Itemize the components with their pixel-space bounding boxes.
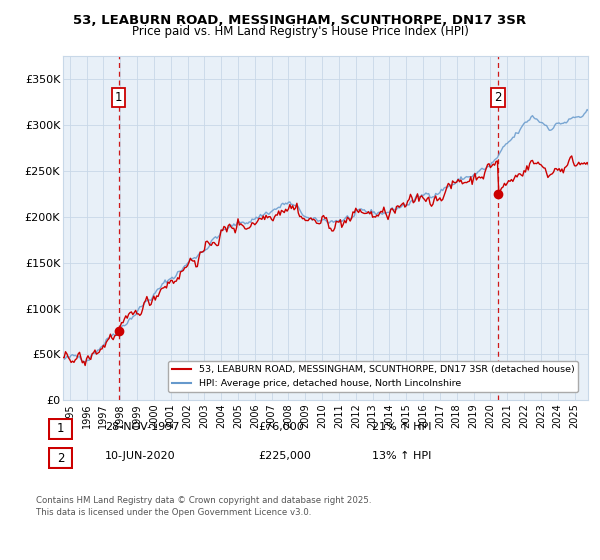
Text: 1: 1 <box>57 422 64 436</box>
Text: 53, LEABURN ROAD, MESSINGHAM, SCUNTHORPE, DN17 3SR: 53, LEABURN ROAD, MESSINGHAM, SCUNTHORPE… <box>73 14 527 27</box>
Text: 2: 2 <box>57 451 64 465</box>
Text: 13% ↑ HPI: 13% ↑ HPI <box>372 451 431 461</box>
Text: Contains HM Land Registry data © Crown copyright and database right 2025.: Contains HM Land Registry data © Crown c… <box>36 496 371 505</box>
Text: 28-NOV-1997: 28-NOV-1997 <box>105 422 179 432</box>
FancyBboxPatch shape <box>49 448 73 468</box>
Legend: 53, LEABURN ROAD, MESSINGHAM, SCUNTHORPE, DN17 3SR (detached house), HPI: Averag: 53, LEABURN ROAD, MESSINGHAM, SCUNTHORPE… <box>168 361 578 392</box>
Text: £76,000: £76,000 <box>258 422 304 432</box>
Text: 10-JUN-2020: 10-JUN-2020 <box>105 451 176 461</box>
Text: Price paid vs. HM Land Registry's House Price Index (HPI): Price paid vs. HM Land Registry's House … <box>131 25 469 38</box>
Text: 2: 2 <box>494 91 502 104</box>
Text: £225,000: £225,000 <box>258 451 311 461</box>
FancyBboxPatch shape <box>49 419 73 439</box>
Text: 21% ↑ HPI: 21% ↑ HPI <box>372 422 431 432</box>
Text: 1: 1 <box>115 91 122 104</box>
Text: This data is licensed under the Open Government Licence v3.0.: This data is licensed under the Open Gov… <box>36 508 311 517</box>
